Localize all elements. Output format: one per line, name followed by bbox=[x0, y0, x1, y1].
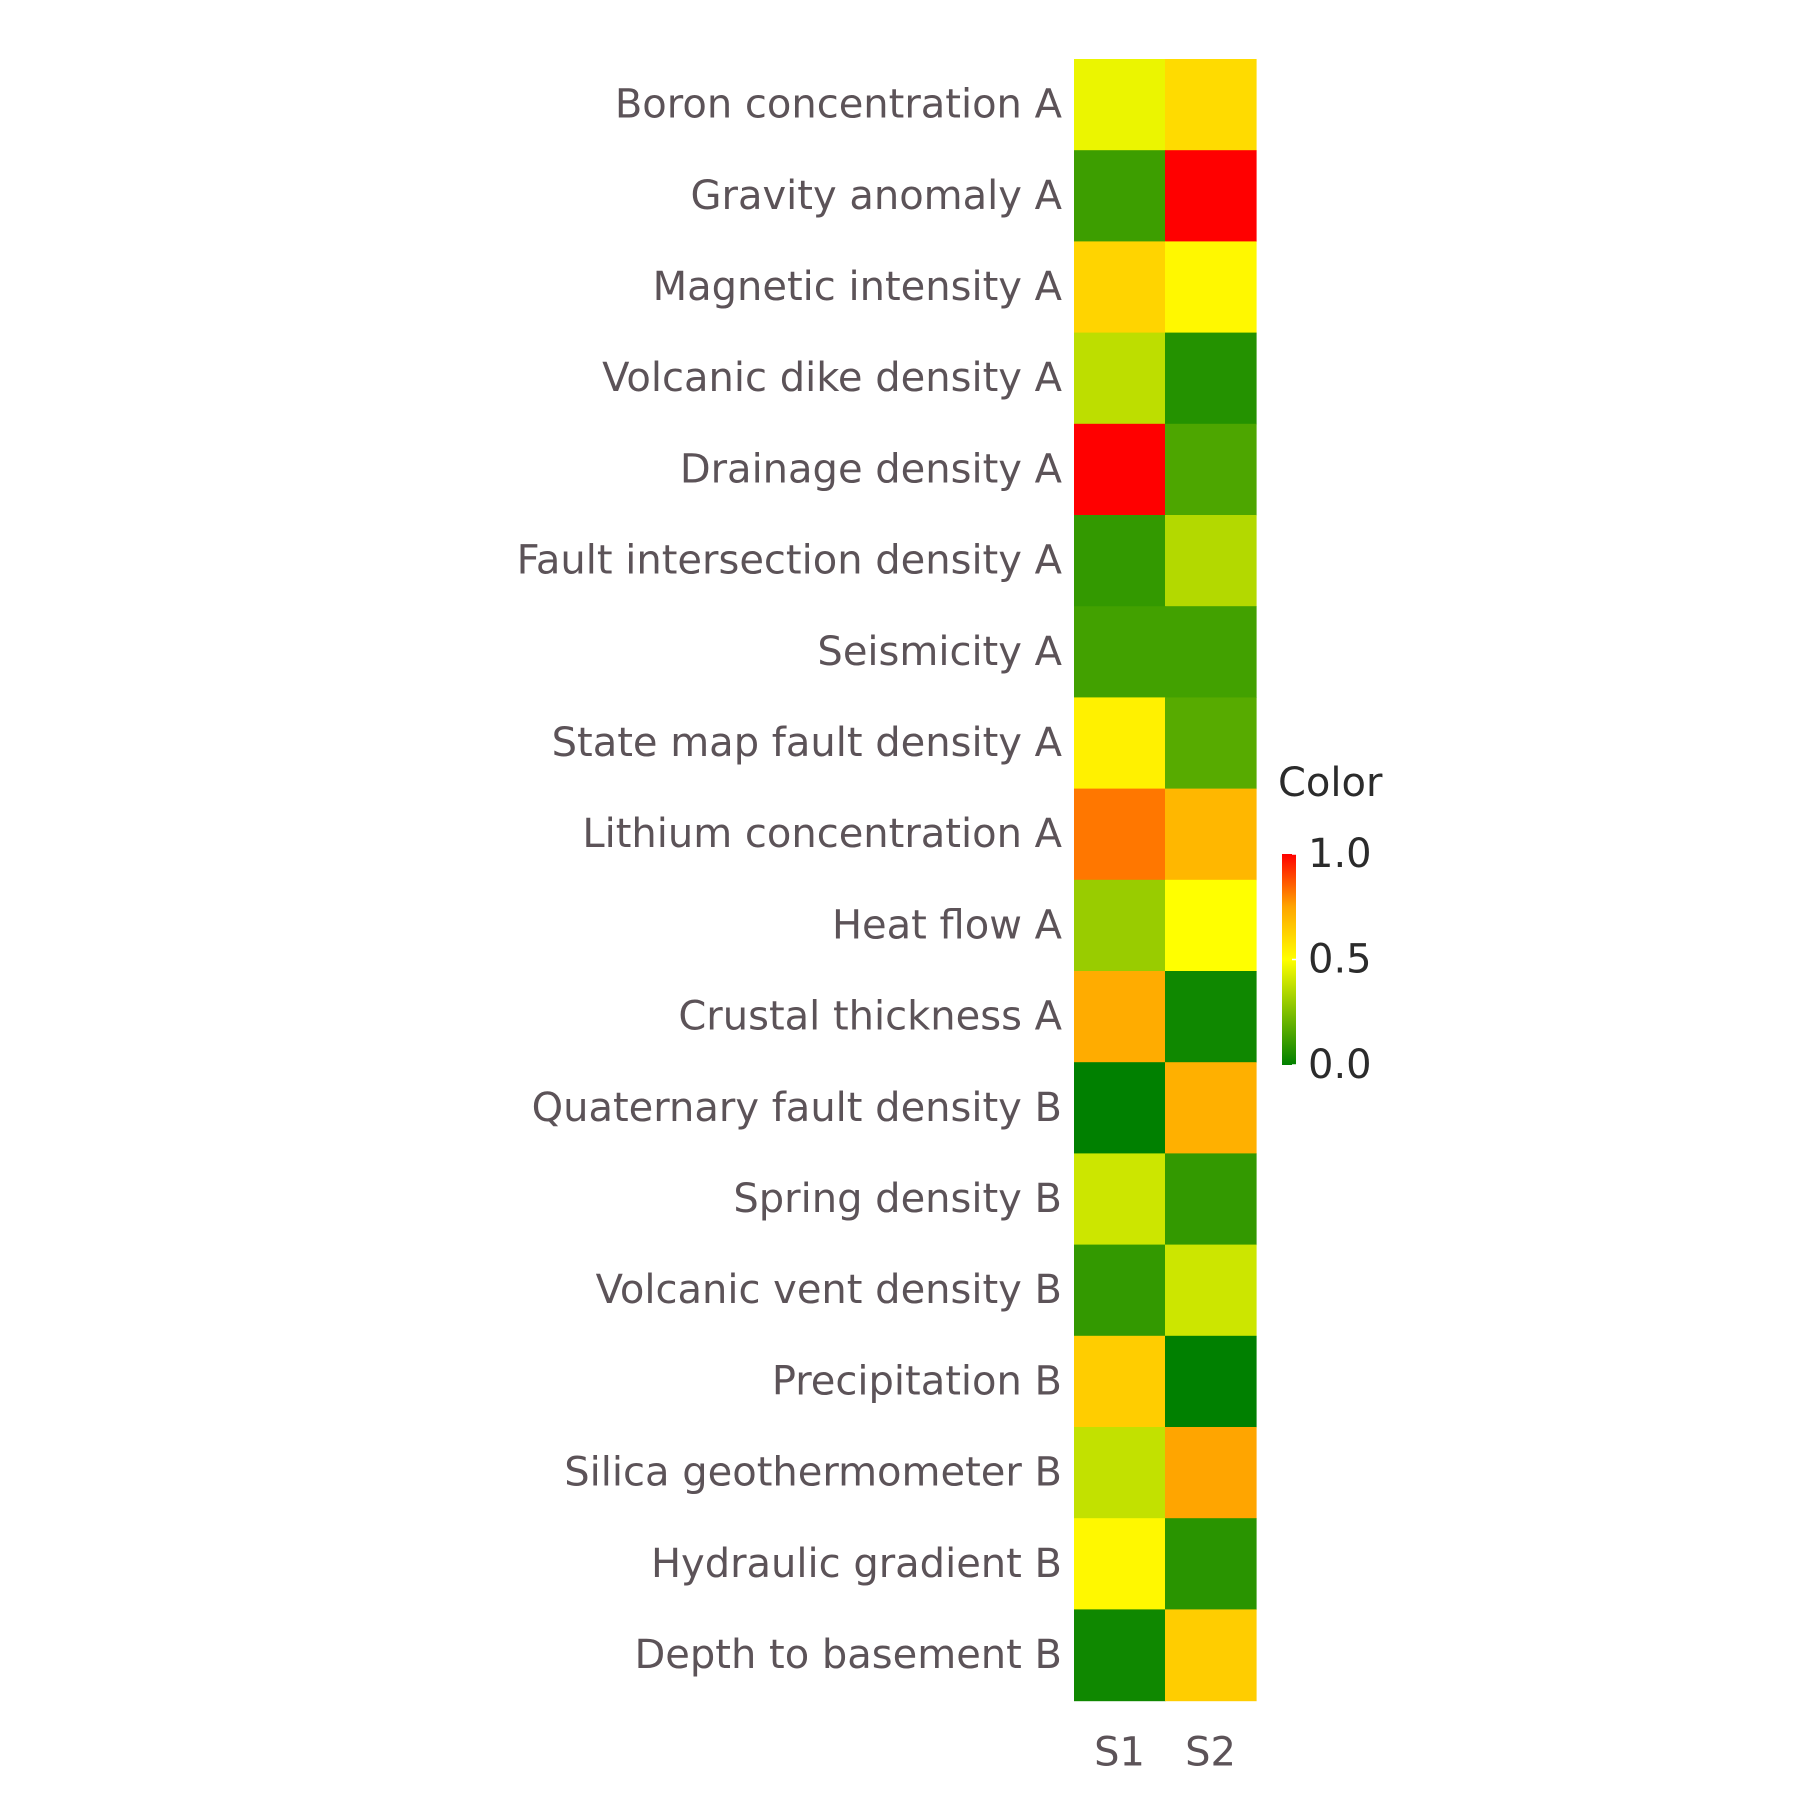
heatmap-cell bbox=[1074, 1062, 1166, 1154]
heatmap-cell bbox=[1074, 879, 1166, 972]
colorbar bbox=[1282, 854, 1296, 1065]
row-tick-label: Spring density B bbox=[733, 1176, 1062, 1222]
colorbar-tick-label: 0.5 bbox=[1308, 937, 1372, 983]
colorbar-tick-label: 1.0 bbox=[1308, 831, 1372, 877]
heatmap-cell bbox=[1165, 971, 1257, 1063]
row-tick-label: Heat flow A bbox=[832, 902, 1063, 948]
heatmap-cell bbox=[1165, 1427, 1257, 1519]
row-tick-label: Volcanic dike density A bbox=[602, 355, 1062, 401]
row-tick-label: Quaternary fault density B bbox=[532, 1085, 1062, 1131]
heatmap-cell bbox=[1074, 971, 1166, 1063]
row-tick-label: State map fault density A bbox=[552, 720, 1063, 766]
row-tick-label: Precipitation B bbox=[772, 1358, 1062, 1404]
heatmap-cell bbox=[1074, 788, 1166, 881]
heatmap-cell bbox=[1074, 1518, 1166, 1610]
heatmap-cell bbox=[1074, 241, 1166, 334]
heatmap-cell bbox=[1165, 606, 1257, 698]
heatmap-cell bbox=[1165, 332, 1257, 425]
legend-title: Color bbox=[1278, 760, 1383, 806]
heatmap-cell bbox=[1165, 697, 1257, 790]
row-tick-label: Volcanic vent density B bbox=[596, 1267, 1062, 1313]
heatmap-cell bbox=[1165, 59, 1257, 151]
heatmap-cell bbox=[1165, 1518, 1257, 1610]
row-tick-label: Crustal thickness A bbox=[678, 994, 1062, 1040]
row-tick-label: Boron concentration A bbox=[615, 82, 1063, 128]
heatmap-cell bbox=[1074, 423, 1166, 516]
column-tick-label: S1 bbox=[1094, 1730, 1145, 1776]
heatmap-cell bbox=[1074, 1609, 1166, 1702]
heatmap-cell bbox=[1165, 879, 1257, 972]
heatmap-cell bbox=[1074, 515, 1166, 607]
heatmap-cell bbox=[1165, 788, 1257, 881]
heatmap-cell bbox=[1165, 1244, 1257, 1337]
colorbar-tick-label: 0.0 bbox=[1308, 1042, 1372, 1088]
heatmap-cell bbox=[1074, 697, 1166, 790]
column-labels: S1 S2 bbox=[1094, 1730, 1236, 1776]
row-tick-label: Magnetic intensity A bbox=[653, 264, 1063, 310]
heatmap-cell bbox=[1074, 1244, 1166, 1337]
heatmap-cell bbox=[1165, 1153, 1257, 1246]
heatmap-cell bbox=[1074, 1335, 1166, 1428]
row-tick-label: Seismicity A bbox=[817, 629, 1062, 675]
heatmap-cell bbox=[1165, 150, 1257, 242]
row-tick-label: Depth to basement B bbox=[634, 1632, 1062, 1678]
row-labels: Boron concentration A Gravity anomaly A Ma… bbox=[517, 82, 1063, 1678]
heatmap-cell bbox=[1165, 241, 1257, 334]
row-tick-label: Drainage density A bbox=[680, 446, 1063, 492]
heatmap-cell bbox=[1074, 1153, 1166, 1246]
heatmap-cell bbox=[1074, 150, 1166, 242]
heatmap-cell bbox=[1074, 606, 1166, 698]
heatmap-cell bbox=[1165, 515, 1257, 607]
heatmap-cell bbox=[1165, 1609, 1257, 1702]
colorbar-legend: Color 1.0 0.5 0.0 bbox=[1278, 760, 1383, 1088]
row-tick-label: Hydraulic gradient B bbox=[651, 1541, 1062, 1587]
row-tick-label: Silica geothermometer B bbox=[564, 1450, 1062, 1496]
row-tick-label: Gravity anomaly A bbox=[691, 173, 1063, 219]
heatmap-cell bbox=[1074, 59, 1166, 151]
row-tick-label: Fault intersection density A bbox=[517, 538, 1063, 584]
heatmap-cell bbox=[1074, 332, 1166, 425]
heatmap-cell bbox=[1074, 1427, 1166, 1519]
row-tick-label: Lithium concentration A bbox=[582, 811, 1062, 857]
column-tick-label: S2 bbox=[1185, 1730, 1236, 1776]
heatmap-cells bbox=[1074, 59, 1257, 1702]
heatmap-cell bbox=[1165, 1062, 1257, 1154]
heatmap-cell bbox=[1165, 1335, 1257, 1428]
heatmap-cell bbox=[1165, 423, 1257, 516]
